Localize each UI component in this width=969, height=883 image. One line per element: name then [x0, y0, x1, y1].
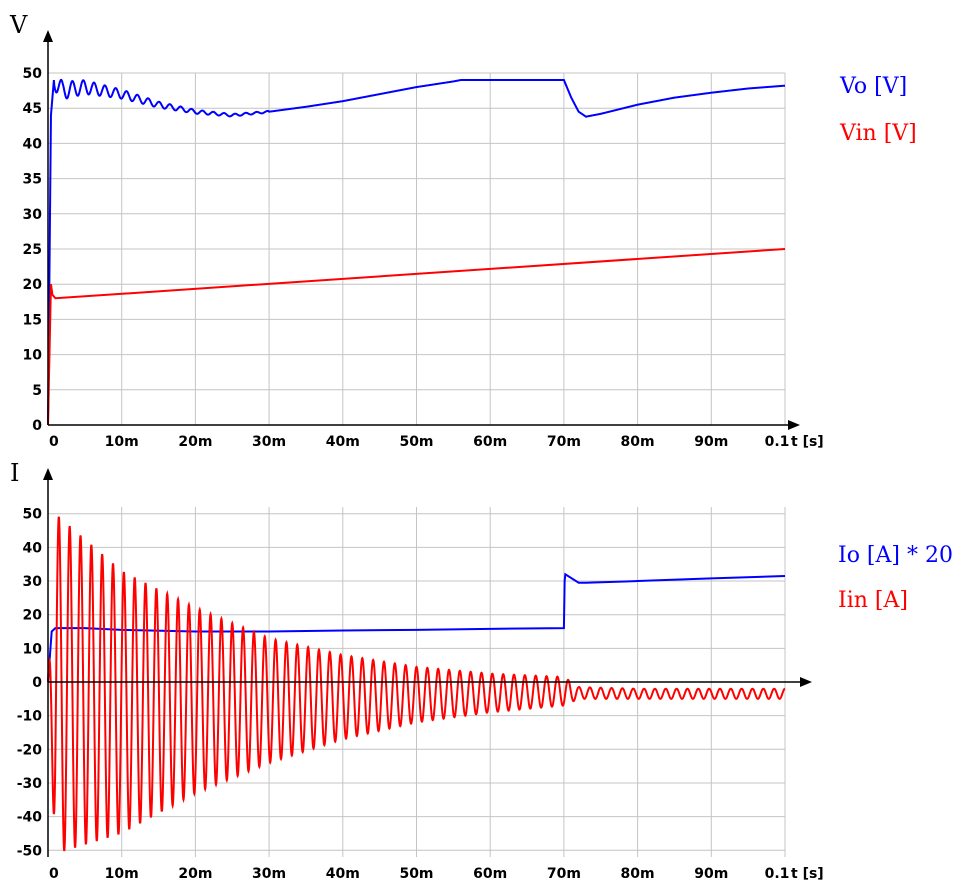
y-axis-arrow — [43, 30, 53, 42]
y-tick-label: 20 — [23, 277, 43, 293]
y-tick-label: -30 — [17, 776, 43, 792]
series-line-iin — [47, 516, 786, 852]
y-tick-label: 15 — [23, 312, 42, 328]
legend-entry: Iin [A] — [838, 588, 908, 613]
y-tick-label: 5 — [32, 383, 42, 399]
y-tick-label: 30 — [23, 574, 43, 590]
series-line-0 — [47, 78, 786, 426]
x-axis-arrow — [788, 420, 800, 430]
x-axis-arrow — [800, 677, 812, 687]
y-axis-arrow — [43, 468, 53, 480]
current-chart: -50 -40 -30 -20 -10 0 10 20 30 40 50 0 10m 20m 30m 40m 5… — [10, 459, 953, 882]
y-axis-label: V — [9, 11, 28, 39]
series-line-0 — [47, 572, 786, 683]
x-tick-label: 60m — [473, 866, 507, 882]
legend-entry: Vin [V] — [839, 121, 917, 146]
x-tick-label: 60m — [473, 434, 507, 450]
x-tick-label: 90m — [694, 866, 728, 882]
y-tick-label: 50 — [23, 66, 43, 82]
y-tick-label: 20 — [23, 608, 43, 624]
x-tick-label: 70m — [547, 866, 581, 882]
y-tick-label: 40 — [23, 540, 43, 556]
x-tick-label: 70m — [547, 434, 581, 450]
voltage-chart: 0 5 10 15 20 25 30 35 40 45 50 0 10m 20m 30m 40m 50m 60m 7… — [9, 11, 917, 450]
x-tick-label: 30m — [252, 866, 286, 882]
y-tick-label: 10 — [23, 641, 43, 657]
y-tick-label: 25 — [23, 242, 42, 258]
legend-entry: Io [A] * 20 — [838, 543, 953, 568]
y-tick-label: -50 — [17, 843, 43, 859]
y-tick-label: 35 — [23, 172, 42, 188]
y-tick-label: 0 — [32, 675, 42, 691]
x-tick-label: 20m — [178, 434, 212, 450]
y-axis-label: I — [10, 459, 19, 487]
x-tick-label: 0 — [49, 866, 59, 882]
x-tick-label: 50m — [399, 866, 433, 882]
x-tick-label: 0.1 — [765, 866, 790, 882]
y-tick-label: 30 — [23, 207, 43, 223]
x-tick-label: 40m — [326, 434, 360, 450]
x-tick-label: 50m — [399, 434, 433, 450]
x-tick-label: 30m — [252, 434, 286, 450]
x-tick-label: 0.1 — [765, 434, 790, 450]
x-tick-label: 40m — [326, 866, 360, 882]
x-tick-label: 10m — [105, 434, 139, 450]
series-line-1 — [47, 248, 786, 426]
legend-entry: Vo [V] — [839, 74, 907, 99]
y-tick-label: 40 — [23, 136, 43, 152]
y-tick-label: 45 — [23, 101, 42, 117]
y-tick-label: 0 — [32, 418, 42, 434]
y-tick-label: 50 — [23, 507, 43, 523]
y-tick-label: -10 — [17, 709, 43, 725]
x-tick-label: 80m — [621, 866, 655, 882]
x-tick-label: 0 — [49, 434, 59, 450]
x-axis-label: t [s] — [791, 434, 824, 450]
x-tick-label: 10m — [105, 866, 139, 882]
x-tick-label: 20m — [178, 866, 212, 882]
x-tick-label: 90m — [694, 434, 728, 450]
y-tick-label: -20 — [17, 742, 43, 758]
x-axis-label: t [s] — [791, 866, 824, 882]
y-tick-label: -40 — [17, 810, 43, 826]
y-tick-label: 10 — [23, 348, 43, 364]
x-tick-label: 80m — [621, 434, 655, 450]
